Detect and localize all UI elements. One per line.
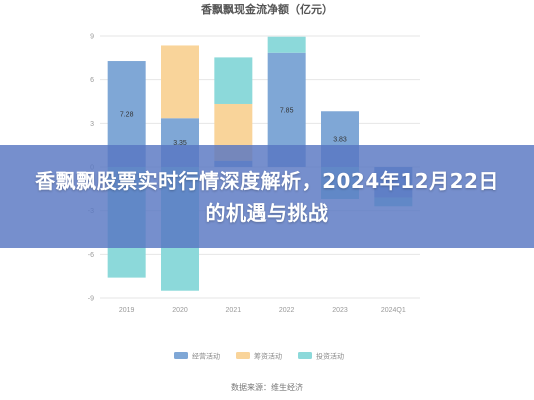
data-source: 数据来源：维生经济	[231, 382, 303, 392]
x-tick-label: 2019	[119, 307, 135, 314]
legend-swatch	[174, 352, 188, 359]
data-label: 3.83	[333, 137, 347, 144]
x-tick-label: 2024Q1	[381, 307, 406, 314]
legend-label: 筹资活动	[254, 352, 282, 361]
legend-swatch	[236, 352, 250, 359]
legend: 经营活动 筹资活动 投资活动	[174, 352, 344, 361]
data-label: 7.85	[280, 107, 294, 114]
bar-投资活动-2021	[214, 57, 253, 104]
y-tick-label: 6	[90, 77, 94, 84]
bar-筹资活动-2020	[161, 45, 199, 119]
y-tick-label: -9	[88, 296, 94, 303]
x-tick-label: 2021	[226, 307, 242, 314]
headline-text: 香飘飘股票实时行情深度解析，2024年12月22日的机遇与挑战	[35, 168, 499, 225]
legend-label: 投资活动	[316, 352, 344, 361]
x-tick-label: 2020	[172, 307, 188, 314]
legend-label: 经营活动	[192, 352, 220, 361]
headline-banner: 香飘飘股票实时行情深度解析，2024年12月22日的机遇与挑战	[0, 145, 534, 248]
legend-swatch	[298, 352, 312, 359]
data-label: 3.35	[173, 140, 187, 147]
y-tick-label: 9	[90, 34, 94, 41]
labels-group: 2019 2020 2021 2022 2023 2024Q1 7.28 3.35 7.85 3.…	[119, 107, 406, 314]
x-tick-label: 2022	[279, 307, 295, 314]
bar-投资活动-2022	[267, 36, 306, 53]
x-tick-label: 2023	[332, 307, 348, 314]
chart-title: 香飘飘现金流净额（亿元）	[200, 2, 333, 16]
y-tick-label: -6	[88, 252, 94, 259]
data-label: 7.28	[120, 112, 134, 119]
y-tick-label: 3	[90, 121, 94, 128]
